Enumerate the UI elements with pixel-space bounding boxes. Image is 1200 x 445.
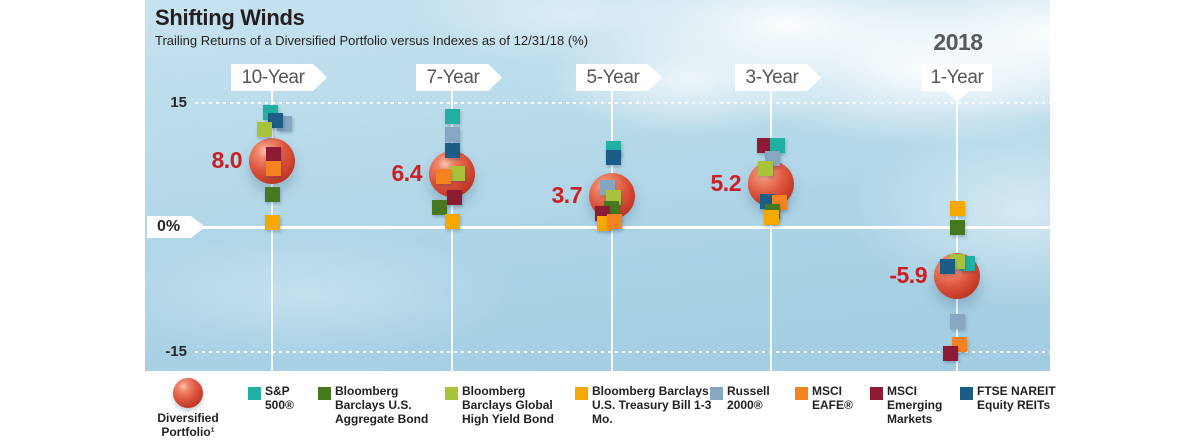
marker-russell2000 [444, 127, 460, 143]
marker-tbill [444, 213, 460, 229]
gridline--15 [195, 350, 1050, 353]
legend-label-aggbond: Bloomberg Barclays U.S. Aggregate Bond [335, 384, 429, 426]
legend-swatch-tbill [575, 387, 588, 400]
legend-swatch-eafe [795, 387, 808, 400]
marker-nareit [939, 258, 955, 274]
marker-em [756, 138, 772, 154]
marker-highyield [605, 189, 621, 205]
marker-tbill [264, 214, 280, 230]
marker-sp500 [769, 138, 785, 154]
legend-label-nareit: FTSE NAREIT Equity REITs [977, 384, 1056, 412]
portfolio-value-5-Year: 3.7 [551, 182, 583, 209]
legend-swatch-nareit [960, 387, 973, 400]
sky-background: Shifting Winds Trailing Returns of a Div… [145, 0, 1050, 371]
marker-nareit [605, 149, 621, 165]
marker-eafe [606, 213, 622, 229]
gridline-vertical-3-Year [770, 88, 772, 371]
zero-line [201, 225, 1050, 229]
marker-russell2000 [949, 314, 965, 330]
marker-tbill [949, 201, 965, 217]
marker-aggbond [264, 187, 280, 203]
period-banner-5-Year: 5-Year [576, 64, 662, 91]
axis-tick-label-15: 15 [170, 93, 187, 111]
gridline-vertical-5-Year [611, 88, 613, 371]
legend-label-eafe: MSCI EAFE® [812, 384, 853, 412]
legend-swatch-portfolio [173, 378, 203, 408]
marker-aggbond [431, 200, 447, 216]
year-annotation: 2018 [933, 29, 983, 55]
legend-label-sp500: S&P 500® [265, 384, 294, 412]
portfolio-value-7-Year: 6.4 [391, 159, 423, 186]
legend-swatch-russell2000 [710, 387, 723, 400]
gridline-vertical-7-Year [451, 88, 453, 371]
marker-highyield [449, 165, 465, 181]
legend: Diversified Portfolio¹ S&P 500® Bloomberg … [0, 371, 1200, 445]
chart-subtitle: Trailing Returns of a Diversified Portfo… [155, 33, 589, 48]
marker-sp500 [444, 109, 460, 125]
legend-label-highyield: Bloomberg Barclays Global High Yield Bon… [462, 384, 554, 426]
axis-tick-label--15: -15 [165, 342, 187, 360]
legend-label-russell2000: Russell 2000® [727, 384, 770, 412]
marker-em [446, 190, 462, 206]
marker-aggbond [949, 219, 965, 235]
axis-tick-zero-banner: 0% [147, 216, 205, 238]
gridline-15 [195, 101, 1050, 104]
legend-label-tbill: Bloomberg Barclays U.S. Treasury Bill 1-… [592, 384, 712, 426]
marker-tbill [763, 210, 779, 226]
legend-label-em: MSCI Emerging Markets [887, 384, 943, 426]
legend-label-portfolio: Diversified Portfolio¹ [157, 411, 219, 439]
period-banner-3-Year: 3-Year [735, 64, 821, 91]
marker-em [265, 147, 281, 163]
chart-title: Shifting Winds [155, 5, 305, 30]
marker-eafe [435, 168, 451, 184]
portfolio-value-10-Year: 8.0 [211, 146, 243, 173]
legend-swatch-em [870, 387, 883, 400]
legend-swatch-aggbond [318, 387, 331, 400]
period-banner-1-Year: 1-Year [922, 64, 992, 102]
period-banner-10-Year: 10-Year [231, 64, 327, 91]
marker-highyield [757, 161, 773, 177]
portfolio-value-3-Year: 5.2 [710, 169, 742, 196]
period-banner-7-Year: 7-Year [416, 64, 502, 91]
marker-highyield [256, 121, 272, 137]
portfolio-value-1-Year: -5.9 [889, 261, 927, 288]
marker-nareit [444, 143, 460, 159]
legend-swatch-highyield [445, 387, 458, 400]
legend-swatch-sp500 [248, 387, 261, 400]
marker-em [942, 346, 958, 362]
marker-eafe [265, 161, 281, 177]
